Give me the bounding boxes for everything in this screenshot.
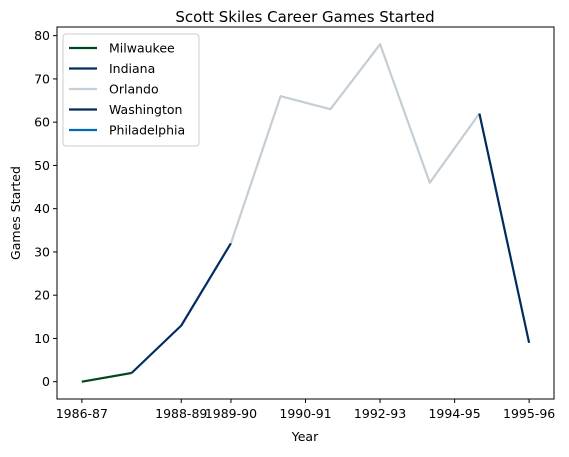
y-tick-label: 10 xyxy=(34,331,50,346)
x-tick-label: 1989-90 xyxy=(205,406,257,421)
legend-label: Orlando xyxy=(109,82,159,97)
series-line-orlando xyxy=(229,43,481,244)
legend-label: Washington xyxy=(109,102,182,117)
y-tick-label: 50 xyxy=(34,158,50,173)
series-layer xyxy=(81,43,531,383)
legend-box xyxy=(62,33,200,147)
legend-label: Milwaukee xyxy=(109,41,175,56)
legend-label: Indiana xyxy=(109,61,155,76)
x-tick-label: 1988-89 xyxy=(155,406,207,421)
chart-title: Scott Skiles Career Games Started xyxy=(175,8,434,26)
y-axis-label: Games Started xyxy=(8,166,23,260)
series-line-indiana xyxy=(130,242,232,374)
y-tick-label: 0 xyxy=(42,374,50,389)
y-tick-label: 60 xyxy=(34,115,50,130)
x-tick-label: 1986-87 xyxy=(56,406,108,421)
legend-label: Philadelphia xyxy=(109,123,185,138)
x-tick-label: 1990-91 xyxy=(279,406,331,421)
series-line-milwaukee xyxy=(81,371,132,383)
x-tick-label: 1992-93 xyxy=(354,406,406,421)
legend: Milwaukee Indiana Orlando Washington Philade… xyxy=(62,33,200,147)
y-tick-label: 80 xyxy=(34,28,50,43)
x-tick-label: 1994-95 xyxy=(428,406,480,421)
x-axis-label: Year xyxy=(291,429,319,444)
y-tick-label: 40 xyxy=(34,201,50,216)
series-line-washington xyxy=(478,113,531,344)
x-tick-label: 1995-96 xyxy=(503,406,555,421)
y-tick-label: 30 xyxy=(34,244,50,259)
y-tick-label: 20 xyxy=(34,288,50,303)
y-axis: 0 10 20 30 40 50 60 70 80 xyxy=(34,28,57,389)
y-tick-label: 70 xyxy=(34,71,50,86)
